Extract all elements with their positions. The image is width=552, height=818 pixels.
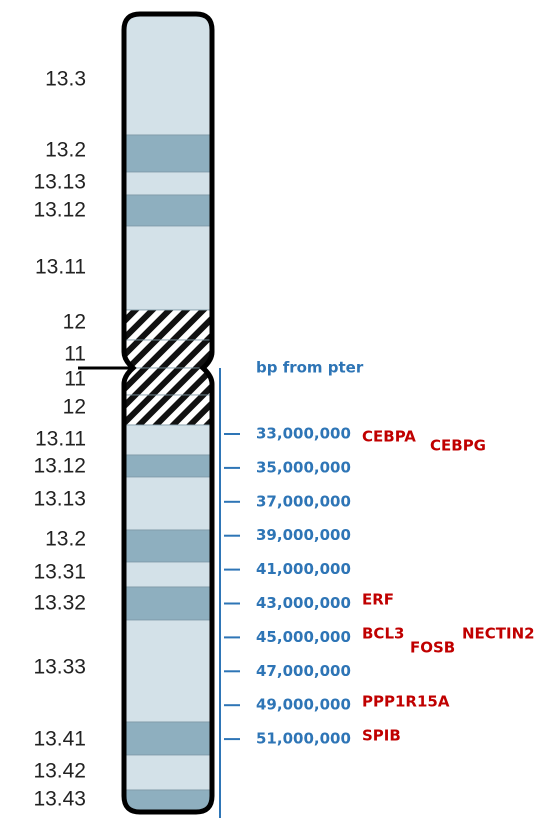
band bbox=[120, 455, 216, 477]
band-label: 11 bbox=[64, 368, 86, 391]
band bbox=[120, 395, 216, 425]
band bbox=[120, 530, 216, 562]
tick-label: 33,000,000 bbox=[256, 425, 351, 443]
gene-label: FOSB bbox=[410, 639, 455, 657]
gene-label: NECTIN2 bbox=[462, 625, 535, 643]
chromosome-bands bbox=[120, 15, 216, 812]
tick-label: 45,000,000 bbox=[256, 628, 351, 646]
scale-title: bp from pter bbox=[256, 359, 364, 377]
band bbox=[120, 477, 216, 530]
tick-label: 47,000,000 bbox=[256, 662, 351, 680]
band-label: 13.43 bbox=[33, 788, 86, 811]
band-label: 13.12 bbox=[33, 199, 86, 222]
tick-label: 37,000,000 bbox=[256, 492, 351, 510]
band-label: 13.2 bbox=[45, 139, 86, 162]
band bbox=[120, 172, 216, 195]
gene-label: PPP1R15A bbox=[362, 693, 450, 711]
band-label: 13.41 bbox=[33, 728, 86, 751]
band bbox=[120, 368, 216, 395]
band bbox=[120, 587, 216, 620]
band bbox=[120, 562, 216, 587]
band bbox=[120, 15, 216, 135]
band bbox=[120, 226, 216, 310]
band bbox=[120, 620, 216, 722]
band-label: 13.13 bbox=[33, 171, 86, 194]
band-label: 12 bbox=[63, 311, 86, 334]
band bbox=[120, 425, 216, 455]
tick-label: 51,000,000 bbox=[256, 730, 351, 748]
gene-label: ERF bbox=[362, 591, 394, 609]
band bbox=[120, 340, 216, 368]
band-label: 13.2 bbox=[45, 528, 86, 551]
gene-label: BCL3 bbox=[362, 625, 404, 643]
band bbox=[120, 790, 216, 812]
band-label: 13.13 bbox=[33, 488, 86, 511]
band bbox=[120, 755, 216, 790]
band-label: 13.11 bbox=[35, 256, 86, 279]
band bbox=[120, 722, 216, 755]
gene-label: CEBPA bbox=[362, 428, 416, 446]
band bbox=[120, 135, 216, 172]
band-label: 13.33 bbox=[33, 656, 86, 679]
band-label: 13.42 bbox=[33, 760, 86, 783]
band-label: 13.32 bbox=[33, 592, 86, 615]
tick-label: 41,000,000 bbox=[256, 560, 351, 578]
tick-label: 35,000,000 bbox=[256, 458, 351, 476]
band-label: 13.11 bbox=[35, 428, 86, 451]
gene-label: CEBPG bbox=[430, 437, 486, 455]
band-label: 13.31 bbox=[33, 561, 86, 584]
band-label: 13.3 bbox=[45, 68, 86, 91]
tick-label: 49,000,000 bbox=[256, 696, 351, 714]
band-label: 11 bbox=[64, 343, 86, 366]
ideogram: bp from pter 13.3 13.2 13.13 13.12 13.11 12 11… bbox=[0, 0, 552, 818]
band bbox=[120, 195, 216, 226]
tick-label: 39,000,000 bbox=[256, 526, 351, 544]
band-label: 12 bbox=[63, 396, 86, 419]
gene-label: SPIB bbox=[362, 727, 401, 745]
band-label: 13.12 bbox=[33, 455, 86, 478]
band bbox=[120, 310, 216, 340]
tick-label: 43,000,000 bbox=[256, 594, 351, 612]
